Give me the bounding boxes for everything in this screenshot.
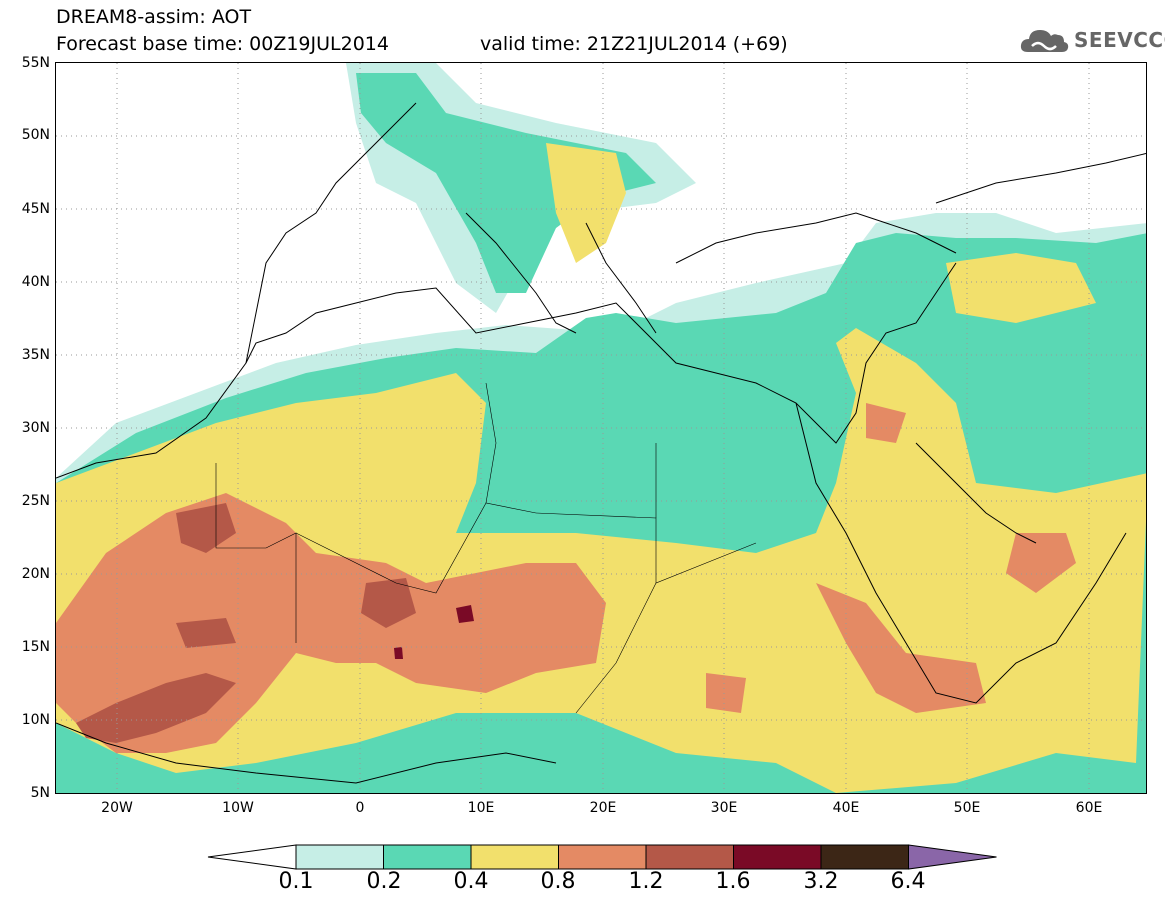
- borders: [215, 382, 757, 714]
- aot-region-0.8: [1006, 533, 1076, 593]
- lon-label: 20W: [101, 800, 133, 816]
- colorbar-label: 0.8: [540, 869, 576, 894]
- aot-region-1.2: [76, 673, 236, 743]
- colorbar-label: 0.4: [453, 869, 489, 894]
- coastlines: [56, 102, 1146, 784]
- forecast-base-time: Forecast base time: 00Z19JUL2014: [56, 33, 389, 55]
- colorbar-segment: [295, 844, 384, 870]
- lon-label: 20E: [589, 800, 617, 816]
- lat-label: 55N: [21, 55, 50, 71]
- aot-region-1.6: [394, 647, 403, 659]
- lon-label: 60E: [1075, 800, 1103, 816]
- colorbar: [207, 844, 997, 870]
- lon-label: 40E: [832, 800, 860, 816]
- seevccc-logo: SEEVCCC: [1018, 24, 1165, 58]
- cloud-icon: [1020, 30, 1069, 52]
- colorbar-over-triangle: [908, 844, 997, 870]
- lon-label: 30E: [710, 800, 738, 816]
- logo-text: SEEVCCC: [1074, 28, 1165, 52]
- aot-region-0.4: [546, 143, 626, 263]
- lon-label: 10E: [467, 800, 495, 816]
- colorbar-label: 6.4: [890, 869, 926, 894]
- lat-label: 5N: [30, 785, 50, 801]
- colorbar-label: 0.1: [278, 869, 314, 894]
- lat-label: 35N: [21, 347, 50, 363]
- colorbar-label: 3.2: [803, 869, 839, 894]
- colorbar-segment: [820, 844, 909, 870]
- lat-label: 20N: [21, 566, 50, 582]
- colorbar-segment: [558, 844, 647, 870]
- lon-label: 50E: [953, 800, 981, 816]
- lat-label: 45N: [21, 201, 50, 217]
- map-title: DREAM8-assim: AOT: [56, 6, 252, 28]
- colorbar-segment: [645, 844, 734, 870]
- aot-region-0.4: [946, 253, 1096, 323]
- colorbar-label: 1.6: [715, 869, 751, 894]
- lat-label: 15N: [21, 639, 50, 655]
- aot-region-1.2: [361, 578, 416, 628]
- colorbar-label: 0.2: [366, 869, 402, 894]
- aot-region-0.8: [816, 583, 986, 713]
- colorbar-under-triangle: [207, 844, 297, 870]
- aot-map: [55, 62, 1147, 794]
- lat-label: 30N: [21, 420, 50, 436]
- colorbar-label: 1.2: [628, 869, 664, 894]
- aot-map-canvas: [56, 63, 1146, 793]
- aot-region-1.2: [176, 503, 236, 553]
- lat-label: 50N: [21, 127, 50, 143]
- lat-label: 40N: [21, 274, 50, 290]
- colorbar-segment: [733, 844, 822, 870]
- lat-label: 10N: [21, 712, 50, 728]
- aot-shading: [56, 63, 1146, 793]
- lon-label: 0: [355, 800, 365, 816]
- aot-region-0.8: [866, 403, 906, 443]
- lat-label: 25N: [21, 493, 50, 509]
- lon-label: 10W: [222, 800, 254, 816]
- aot-region-0.8: [706, 673, 746, 713]
- colorbar-segment: [470, 844, 559, 870]
- aot-region-0.2: [356, 73, 656, 293]
- graticule: [56, 63, 1146, 793]
- valid-time: valid time: 21Z21JUL2014 (+69): [480, 33, 788, 55]
- colorbar-segment: [383, 844, 472, 870]
- aot-region-1.2: [176, 618, 236, 648]
- aot-region-1.6: [456, 605, 474, 623]
